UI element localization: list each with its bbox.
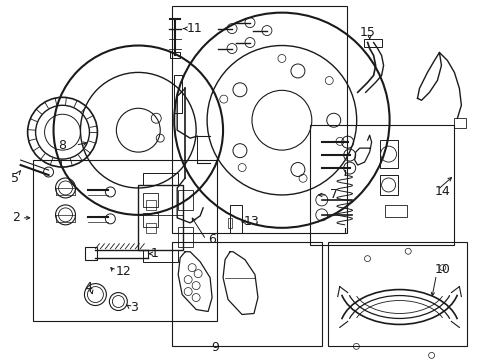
Bar [170,53,180,58]
Bar [227,218,232,228]
Bar [178,227,193,247]
Text: 14: 14 [433,185,449,198]
Bar [453,118,466,128]
Text: 2: 2 [12,211,20,224]
Text: 12: 12 [115,265,131,278]
Bar [379,140,397,168]
Bar [172,6,346,233]
Bar [172,242,321,346]
Bar [384,205,406,217]
Text: 7: 7 [329,188,337,202]
Bar [138,185,183,250]
Bar [143,250,178,262]
Bar [146,223,156,233]
Text: 3: 3 [130,301,138,314]
Text: 6: 6 [208,233,216,246]
Bar [178,190,193,210]
Text: 1: 1 [150,247,158,260]
Text: 4: 4 [84,281,92,294]
Text: 5: 5 [11,171,19,185]
Bar [143,213,158,227]
Bar [379,175,397,195]
Text: 9: 9 [211,341,219,354]
Text: 13: 13 [244,215,259,228]
Text: 15: 15 [359,26,375,39]
Text: 10: 10 [433,263,449,276]
Bar [363,39,381,46]
Bar [309,125,453,245]
Bar [174,75,182,113]
Bar [143,173,178,185]
Bar [327,242,467,346]
Bar [146,200,156,210]
Bar [143,193,158,207]
Bar [85,247,97,260]
Bar [33,160,217,321]
Bar [229,205,242,233]
Text: 11: 11 [187,22,203,35]
Text: 8: 8 [59,139,66,152]
